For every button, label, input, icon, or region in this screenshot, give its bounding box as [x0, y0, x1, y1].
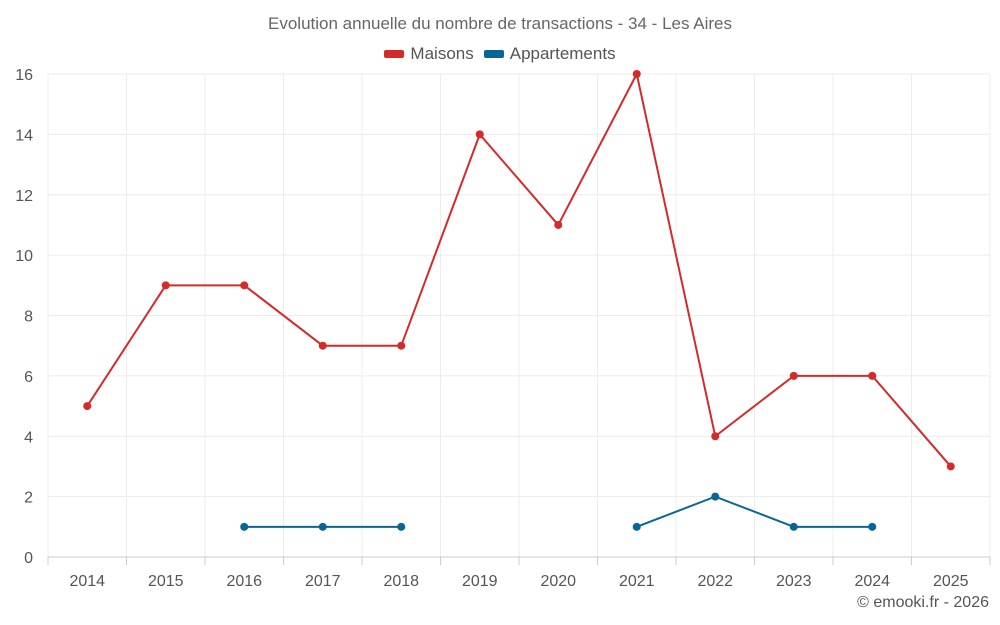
data-point-maisons [161, 281, 170, 290]
data-point-appartements [632, 522, 641, 531]
legend-item-maisons[interactable]: Maisons [384, 44, 474, 64]
y-tick-label: 2 [24, 490, 33, 507]
x-tick-label: 2020 [540, 573, 576, 590]
series-line-appartements [636, 495, 873, 528]
y-tick-label: 14 [15, 127, 33, 144]
data-point-maisons [475, 130, 484, 139]
data-point-maisons [318, 341, 327, 350]
y-tick-label: 4 [24, 429, 33, 446]
data-point-maisons [240, 281, 249, 290]
legend-label-maisons: Maisons [410, 44, 474, 63]
x-tick-label: 2025 [933, 573, 969, 590]
data-point-appartements [240, 522, 249, 531]
x-tick-label: 2022 [697, 573, 733, 590]
chart-title: Evolution annuelle du nombre de transact… [268, 14, 732, 33]
y-tick-label: 12 [15, 188, 33, 205]
data-point-maisons [789, 371, 798, 380]
legend-item-appartements[interactable]: Appartements [483, 44, 616, 64]
data-point-appartements [789, 522, 798, 531]
legend-swatch-maisons [384, 50, 405, 58]
x-tick-label: 2014 [69, 573, 105, 590]
data-point-maisons [632, 70, 641, 78]
data-point-maisons [868, 371, 877, 380]
chart-legend: Maisons Appartements [0, 44, 1000, 64]
data-point-maisons [711, 432, 720, 441]
y-tick-label: 8 [24, 309, 33, 326]
legend-swatch-appartements [483, 50, 504, 58]
y-tick-label: 6 [24, 369, 33, 386]
series-line-maisons [86, 73, 952, 468]
x-tick-label: 2024 [854, 573, 890, 590]
legend-label-appartements: Appartements [509, 44, 616, 63]
x-tick-label: 2017 [305, 573, 341, 590]
copyright-credit: © emooki.fr - 2026 [857, 594, 989, 611]
data-point-maisons [946, 462, 955, 471]
x-tick-label: 2021 [619, 573, 655, 590]
data-point-appartements [868, 522, 877, 531]
x-tick-label: 2015 [148, 573, 184, 590]
y-tick-label: 0 [24, 550, 33, 567]
data-point-appartements [711, 492, 720, 501]
x-tick-label: 2018 [383, 573, 419, 590]
data-point-maisons [397, 341, 406, 350]
data-point-appartements [397, 522, 406, 531]
data-point-maisons [554, 220, 563, 229]
x-tick-label: 2016 [226, 573, 262, 590]
y-tick-label: 10 [15, 248, 33, 265]
x-tick-label: 2023 [776, 573, 812, 590]
data-point-maisons [83, 402, 92, 411]
y-tick-label: 16 [15, 67, 33, 84]
x-tick-label: 2019 [462, 573, 498, 590]
data-point-appartements [318, 522, 327, 531]
